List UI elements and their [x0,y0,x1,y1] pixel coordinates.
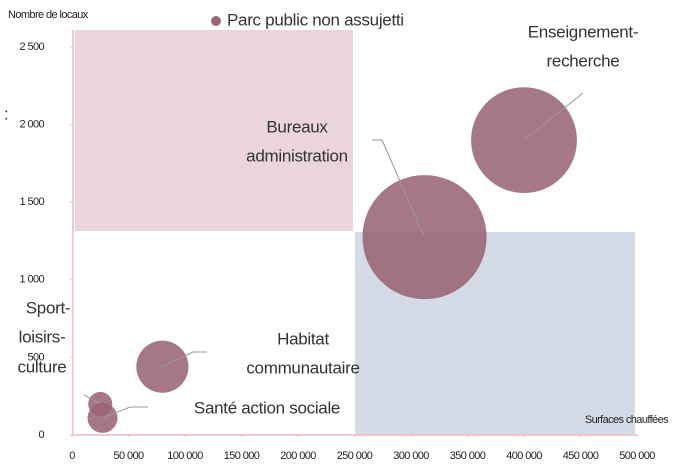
y-tick-label: 1 000 [19,274,44,286]
y-tick-label: 2 000 [19,119,44,131]
leader-line [372,139,426,238]
quadrant-high [75,30,353,231]
x-tick-label: 350 000 [450,450,486,462]
bubble-label: culture [18,357,67,376]
legend-label: Parc public non assujetti [227,10,404,29]
bubble-label: Bureaux [266,117,328,136]
x-tick-label: 150 000 [224,450,260,462]
x-tick-label: 200 000 [280,450,316,462]
leader-line [102,406,148,419]
bubble-label: administration [246,146,348,165]
leader-line [162,351,207,368]
leader-line [83,394,101,405]
bubble-label: communautaire [246,358,359,377]
x-tick-label: 0 [69,450,75,462]
y-axis-label: Nombre de locaux [8,9,89,21]
y-tick-label: 0 [38,429,44,441]
x-axis-label: Surfaces chauffées [585,414,669,426]
y-tick-label: 500 [27,351,44,363]
x-tick-label: 500 000 [619,450,655,462]
x-tick-label: 100 000 [167,450,203,462]
bubble-label: loisirs- [19,327,66,346]
bubble-label: Enseignement- [528,22,638,41]
leader-line [523,92,584,141]
bubble-label: Habitat [277,329,329,348]
y-tick-label: 2 500 [19,41,44,53]
x-tick-label: 250 000 [337,450,373,462]
legend-dot [211,16,221,26]
x-tick-label: 300 000 [393,450,429,462]
x-tick-label: 400 000 [506,450,542,462]
bubble-label: recherche [547,51,620,70]
x-tick-label: 450 000 [563,450,599,462]
y-tick-label: 1 500 [19,196,44,208]
bubble-label: Santé action sociale [194,398,340,417]
x-tick-label: 50 000 [113,450,144,462]
bubble-label: Sport- [26,298,71,317]
side-mark: : [4,104,8,123]
